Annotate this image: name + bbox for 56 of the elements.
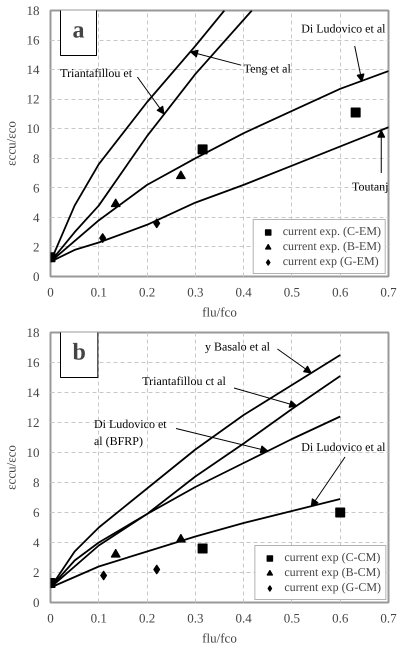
legend-label: current exp. (B-EM) [282, 239, 381, 254]
x-tick-label: 0.2 [138, 284, 156, 300]
x-tick-label: 0.5 [284, 284, 300, 300]
y-tick-label: 4 [33, 210, 40, 225]
y-tick-label: 0 [33, 595, 40, 610]
annotation: Di Ludovico et al [301, 440, 386, 454]
x-tick-label: 0.6 [332, 284, 349, 300]
x-tick-label: 0.4 [236, 284, 252, 300]
y-tick-label: 10 [26, 121, 40, 136]
y-tick-label: 18 [26, 3, 40, 18]
x-tick-label: 0 [47, 284, 54, 300]
x-tick-label: 0.2 [138, 610, 156, 626]
y-tick-label: 2 [33, 565, 40, 580]
annotation: Toutanj [352, 180, 389, 194]
legend-label: current exp (C-CM) [284, 550, 380, 565]
y-tick-label: 12 [26, 415, 40, 430]
y-tick-label: 2 [33, 239, 40, 254]
annotation: a [72, 18, 84, 44]
x-axis-title: flu/fco [202, 630, 237, 646]
x-tick-label: 0.6 [332, 610, 349, 626]
y-tick-label: 16 [26, 32, 40, 48]
annotation: Triantafillou ct al [142, 374, 226, 388]
x-tick-label: 0.5 [284, 610, 300, 626]
y-tick-label: 10 [26, 445, 40, 460]
annotation: Triantafillou et [60, 66, 133, 80]
y-tick-label: 6 [33, 505, 40, 520]
y-tick-label: 12 [26, 92, 40, 107]
y-axis-title: εccu/εco [4, 121, 18, 166]
x-tick-label: 0.3 [187, 284, 204, 300]
x-tick-label: 0.1 [90, 284, 107, 300]
y-tick-label: 14 [26, 385, 40, 400]
y-tick-label: 8 [33, 475, 40, 490]
annotation: Di Ludovico et al (BFRP) [94, 417, 168, 448]
annotation: b [72, 340, 86, 366]
y-tick-label: 8 [33, 150, 40, 166]
annotation: y Basalo et al [205, 340, 271, 354]
x-tick-label: 0.3 [187, 610, 204, 626]
x-tick-label: 0.7 [380, 284, 398, 300]
y-tick-label: 0 [33, 269, 40, 284]
x-tick-label: 0.7 [380, 610, 398, 626]
annotation: Di Ludovico et al [301, 22, 386, 36]
y-axis-title: εccu/εco [4, 445, 18, 490]
y-tick-label: 6 [33, 180, 40, 196]
x-axis-title: flu/fco [202, 304, 237, 320]
x-tick-label: 0 [47, 610, 54, 626]
legend-label: current exp (B-CM) [284, 565, 380, 580]
y-tick-label: 16 [26, 355, 40, 370]
y-tick-label: 4 [33, 535, 40, 550]
legend-label: current exp (G-CM) [284, 580, 381, 595]
x-tick-label: 0.1 [90, 610, 107, 626]
x-tick-label: 0.4 [236, 610, 252, 626]
legend-label: current exp. (C-EM) [282, 224, 381, 239]
annotation: Teng et al [244, 62, 292, 76]
y-tick-label: 18 [26, 325, 40, 340]
legend-label: current exp (G-EM) [282, 254, 379, 269]
y-tick-label: 14 [26, 62, 40, 78]
